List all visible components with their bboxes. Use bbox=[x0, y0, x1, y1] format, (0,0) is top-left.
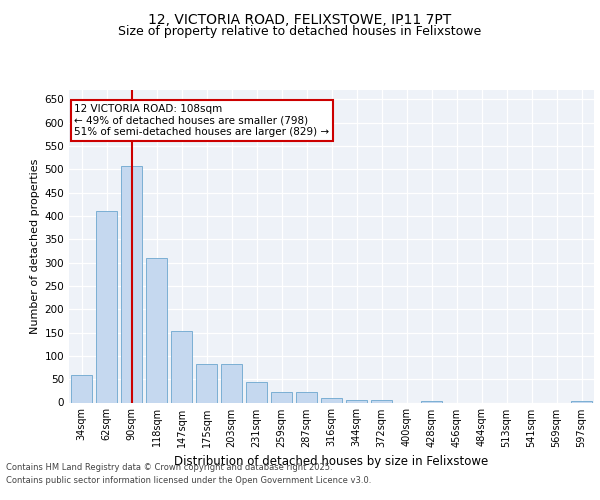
Bar bbox=[121, 166, 142, 402]
Text: Contains public sector information licensed under the Open Government Licence v3: Contains public sector information licen… bbox=[6, 476, 371, 485]
Bar bbox=[96, 212, 117, 402]
Text: Size of property relative to detached houses in Felixstowe: Size of property relative to detached ho… bbox=[118, 25, 482, 38]
Bar bbox=[71, 374, 92, 402]
Bar bbox=[171, 331, 192, 402]
Text: 12, VICTORIA ROAD, FELIXSTOWE, IP11 7PT: 12, VICTORIA ROAD, FELIXSTOWE, IP11 7PT bbox=[148, 12, 452, 26]
X-axis label: Distribution of detached houses by size in Felixstowe: Distribution of detached houses by size … bbox=[175, 455, 488, 468]
Bar bbox=[571, 400, 592, 402]
Bar bbox=[221, 364, 242, 403]
Y-axis label: Number of detached properties: Number of detached properties bbox=[30, 158, 40, 334]
Bar bbox=[271, 392, 292, 402]
Bar bbox=[346, 400, 367, 402]
Bar bbox=[246, 382, 267, 402]
Bar bbox=[196, 364, 217, 403]
Text: Contains HM Land Registry data © Crown copyright and database right 2025.: Contains HM Land Registry data © Crown c… bbox=[6, 464, 332, 472]
Bar bbox=[371, 400, 392, 402]
Text: 12 VICTORIA ROAD: 108sqm
← 49% of detached houses are smaller (798)
51% of semi-: 12 VICTORIA ROAD: 108sqm ← 49% of detach… bbox=[74, 104, 329, 138]
Bar bbox=[321, 398, 342, 402]
Bar bbox=[146, 258, 167, 402]
Bar bbox=[421, 400, 442, 402]
Bar bbox=[296, 392, 317, 402]
